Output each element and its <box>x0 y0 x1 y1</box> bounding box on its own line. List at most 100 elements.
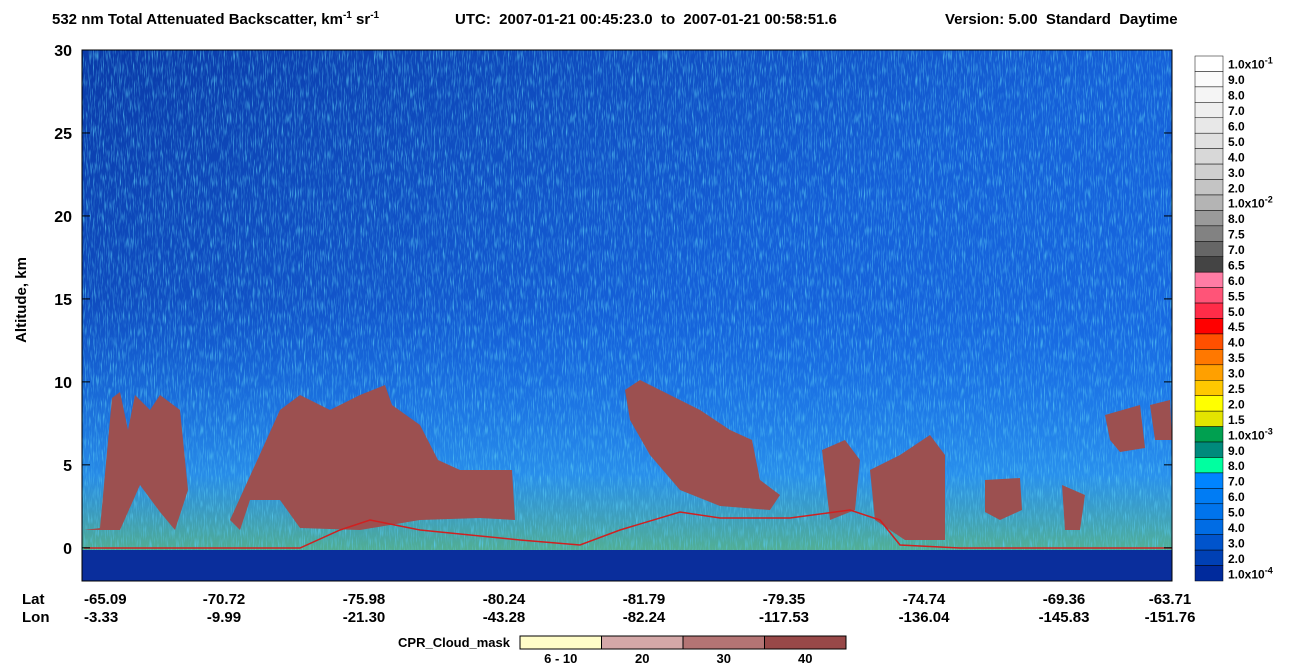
x-tick-label: -117.53 <box>759 609 809 626</box>
x-tick-label: -82.24 <box>623 609 666 626</box>
colorbar-label: 2.5 <box>1228 382 1245 396</box>
colorbar-label-text: 3.0 <box>1228 536 1245 550</box>
colorbar-label: 2.0 <box>1228 552 1245 566</box>
x-tick-label: -63.71 <box>1149 591 1192 608</box>
colorbar-label: 4.0 <box>1228 521 1245 535</box>
y-tick-label: 0 <box>63 541 72 558</box>
colorbar-label: 3.0 <box>1228 166 1245 180</box>
colorbar-swatch <box>1194 132 1224 149</box>
colorbar-label: 8.0 <box>1228 459 1245 473</box>
colorbar-label: 7.5 <box>1228 228 1245 242</box>
colorbar-label-text: 7.5 <box>1228 228 1245 242</box>
colorbar-label-text: 7.0 <box>1228 104 1245 118</box>
colorbar-swatch <box>1194 457 1224 474</box>
x-tick-label: -9.99 <box>207 609 241 626</box>
y-tick-label: 15 <box>54 292 72 309</box>
colorbar-label-text: 5.5 <box>1228 289 1245 303</box>
colorbar-label-text: 9.0 <box>1228 444 1245 458</box>
colorbar-label-text: 1.0x10 <box>1228 58 1265 72</box>
colorbar-label-text: 3.0 <box>1228 166 1245 180</box>
colorbar-label: 8.0 <box>1228 212 1245 226</box>
colorbar-label: 9.0 <box>1228 444 1245 458</box>
title-utc: UTC: 2007-01-21 00:45:23.0 to 2007-01-21… <box>455 11 837 28</box>
colorbar-label: 5.0 <box>1228 305 1245 319</box>
title-version: Version: 5.00 Standard Daytime <box>945 11 1178 28</box>
colorbar-label: 7.0 <box>1228 243 1245 257</box>
colorbar-swatch <box>1194 271 1224 288</box>
y-tick-label: 5 <box>63 458 72 475</box>
colorbar-label-text: 5.0 <box>1228 305 1245 319</box>
colorbar-label: 3.0 <box>1228 536 1245 550</box>
colorbar-label: 4.5 <box>1228 320 1245 334</box>
x-tick-label: -80.24 <box>483 591 526 608</box>
cloud-mask-swatch <box>519 635 602 650</box>
colorbar-label-text: 5.0 <box>1228 506 1245 520</box>
colorbar-label: 7.0 <box>1228 104 1245 118</box>
colorbar-swatch <box>1194 472 1224 489</box>
colorbar-label: 6.5 <box>1228 258 1245 272</box>
colorbar-label: 5.5 <box>1228 289 1245 303</box>
colorbar-label: 7.0 <box>1228 475 1245 489</box>
colorbar-label: 1.0x10-4 <box>1228 565 1273 581</box>
colorbar-label-text: 2.5 <box>1228 382 1245 396</box>
colorbar-swatch <box>1194 287 1224 304</box>
colorbar-swatch <box>1194 503 1224 520</box>
colorbar-label-text: 9.0 <box>1228 73 1245 87</box>
colorbar-swatch <box>1194 426 1224 443</box>
x-tick-label: -70.72 <box>203 591 246 608</box>
x-tick-label: -151.76 <box>1145 609 1196 626</box>
colorbar-swatch <box>1194 395 1224 412</box>
colorbar-label-text: 6.5 <box>1228 258 1245 272</box>
colorbar-swatch <box>1194 549 1224 566</box>
x-tick-label: -136.04 <box>899 609 951 626</box>
title-sup: -1 <box>370 10 379 21</box>
colorbar-label-sup: -3 <box>1265 426 1273 436</box>
colorbar-label: 3.0 <box>1228 367 1245 381</box>
cloud-mask-label: 6 - 10 <box>544 651 577 666</box>
colorbar-label: 8.0 <box>1228 89 1245 103</box>
colorbar-swatch <box>1194 349 1224 366</box>
plot-image <box>82 50 1172 581</box>
colorbar-swatch <box>1194 179 1224 196</box>
colorbar-label: 4.0 <box>1228 336 1245 350</box>
colorbar-swatch <box>1194 194 1224 211</box>
colorbar-swatch <box>1194 318 1224 335</box>
colorbar-label-text: 1.5 <box>1228 413 1245 427</box>
x-tick-label: -74.74 <box>903 591 946 608</box>
colorbar-label: 1.0x10-2 <box>1228 195 1273 211</box>
colorbar-swatch <box>1194 71 1224 88</box>
colorbar-label-text: 1.0x10 <box>1228 428 1265 442</box>
colorbar-label-text: 6.0 <box>1228 274 1245 288</box>
y-tick-label: 30 <box>54 43 72 60</box>
colorbar-label-text: 4.5 <box>1228 320 1245 334</box>
colorbar-label: 2.0 <box>1228 181 1245 195</box>
colorbar-swatch <box>1194 302 1224 319</box>
x-tick-label: -43.28 <box>483 609 526 626</box>
colorbar-label: 1.0x10-3 <box>1228 426 1273 442</box>
colorbar-swatch <box>1194 148 1224 165</box>
colorbar-label: 2.0 <box>1228 397 1245 411</box>
cloud-mask-swatch <box>601 635 684 650</box>
colorbar-label-text: 3.0 <box>1228 367 1245 381</box>
cloud-mask-label: 40 <box>798 651 812 666</box>
title-text: sr <box>352 11 371 28</box>
colorbar-label-text: 7.0 <box>1228 475 1245 489</box>
colorbar-label: 3.5 <box>1228 351 1245 365</box>
colorbar-swatch <box>1194 225 1224 242</box>
x-tick-label: -79.35 <box>763 591 806 608</box>
title-text: 532 nm Total Attenuated Backscatter, km <box>52 11 343 28</box>
y-axis-label: Altitude, km <box>13 257 30 343</box>
colorbar-label: 1.5 <box>1228 413 1245 427</box>
x-tick-label: -145.83 <box>1039 609 1090 626</box>
colorbar-label-text: 8.0 <box>1228 89 1245 103</box>
cloud-mask-label: 30 <box>717 651 731 666</box>
x-row-name: Lat <box>22 591 45 608</box>
x-row-name: Lon <box>22 609 50 626</box>
x-tick-label: -69.36 <box>1043 591 1086 608</box>
colorbar-label: 1.0x10-1 <box>1228 56 1273 72</box>
subsurface <box>82 550 1172 581</box>
colorbar-swatch <box>1194 117 1224 134</box>
cloud-mask-swatch <box>682 635 765 650</box>
